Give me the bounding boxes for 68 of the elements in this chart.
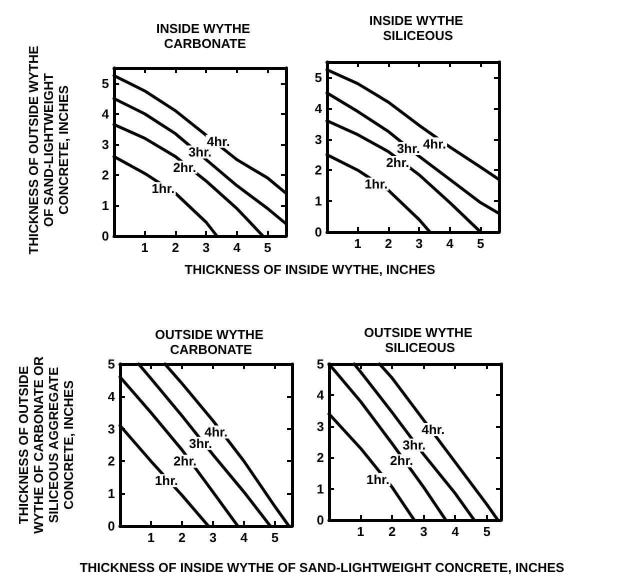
annotation: 2hr.: [173, 160, 196, 175]
annotation: 1hr.: [152, 181, 175, 196]
y-tick-label: 0: [102, 228, 109, 244]
y-tick-label: 1: [102, 198, 109, 213]
annotation: 1hr.: [366, 472, 390, 487]
x-tick-label: 5: [264, 240, 272, 255]
annotation: 4hr.: [422, 422, 445, 438]
x-tick-label: 3: [416, 236, 423, 251]
y-tick-label: 3: [314, 132, 322, 147]
x-tick-label: 5: [483, 524, 490, 539]
y-tick-label: 2: [316, 450, 324, 466]
y-tick-label: 3: [108, 421, 115, 436]
x-tick-label: 3: [420, 524, 428, 539]
annotation: 4hr.: [204, 424, 228, 440]
x-axis-title: THICKNESS OF INSIDE WYTHE, INCHES: [184, 262, 436, 277]
y-axis-title: THICKNESS OF OUTSIDE WYTHE OF SAND-LIGHTWEIGHT CONCRETE, INCHES: [26, 44, 70, 256]
annotation: 3hr.: [402, 438, 426, 453]
y-tick-label: 5: [314, 70, 322, 85]
x-tick-label: 2: [384, 236, 392, 251]
x-tick-label: 2: [172, 240, 180, 255]
y-tick-label: 4: [108, 388, 116, 404]
y-tick-label: 1: [316, 481, 324, 496]
x-tick-label: 4: [233, 240, 242, 255]
y-axis-title: THICKNESS OF OUTSIDE WYTHE OF CARBONATE OR SILICEOUS AGGREGATE CONCRETE, INCHES: [16, 355, 76, 536]
y-tick-label: 1: [314, 194, 322, 209]
annotation: 2hr.: [390, 453, 414, 468]
x-tick-label: 5: [271, 530, 279, 545]
y-tick-label: 2: [314, 162, 322, 178]
chart-title: INSIDE WYTHE SILICEOUS: [369, 13, 467, 43]
y-tick-label: 4: [102, 106, 110, 122]
chart-title: OUTSIDE WYTHE SILICEOUS: [364, 325, 476, 355]
chart-title: INSIDE WYTHE CARBONATE: [156, 21, 254, 51]
y-tick-label: 4: [314, 100, 323, 116]
y-tick-label: 5: [102, 76, 109, 91]
y-tick-label: 0: [108, 518, 115, 534]
annotation: 2hr.: [174, 454, 197, 469]
x-tick-label: 5: [476, 236, 484, 251]
annotation: 3hr.: [188, 144, 212, 160]
y-tick-label: 0: [316, 512, 324, 528]
y-tick-label: 3: [316, 418, 324, 434]
x-tick-label: 3: [202, 240, 210, 255]
annotation: 1hr.: [154, 473, 178, 488]
annotation: 1hr.: [364, 176, 388, 192]
y-tick-label: 4: [316, 388, 325, 403]
x-tick-label: 3: [209, 530, 217, 545]
y-tick-label: 2: [102, 167, 109, 182]
x-tick-label: 4: [452, 524, 460, 539]
chart-title: OUTSIDE WYTHE CARBONATE: [155, 327, 267, 357]
annotation: 3hr.: [189, 436, 212, 451]
x-tick-label: 4: [240, 530, 248, 545]
y-tick-label: 5: [316, 356, 324, 372]
x-tick-label: 4: [446, 236, 454, 251]
annotation: 4hr.: [206, 134, 230, 149]
annotation: 4hr.: [422, 136, 446, 152]
x-tick-label: 1: [147, 530, 155, 545]
x-axis-title: THICKNESS OF INSIDE WYTHE OF SAND-LIGHTWEIGHT CONCRETE, INCHES: [78, 560, 566, 575]
annotation: 2hr.: [386, 154, 410, 170]
x-tick-label: 1: [356, 524, 364, 539]
y-tick-label: 0: [314, 224, 322, 240]
annotation: 3hr.: [396, 141, 420, 156]
y-tick-label: 5: [108, 356, 115, 372]
y-tick-label: 3: [102, 136, 109, 152]
x-tick-label: 2: [388, 524, 396, 539]
x-tick-label: 2: [178, 530, 186, 545]
x-tick-label: 1: [354, 236, 362, 251]
y-tick-label: 2: [108, 454, 115, 469]
y-tick-label: 1: [108, 486, 115, 502]
x-tick-label: 1: [141, 240, 148, 255]
